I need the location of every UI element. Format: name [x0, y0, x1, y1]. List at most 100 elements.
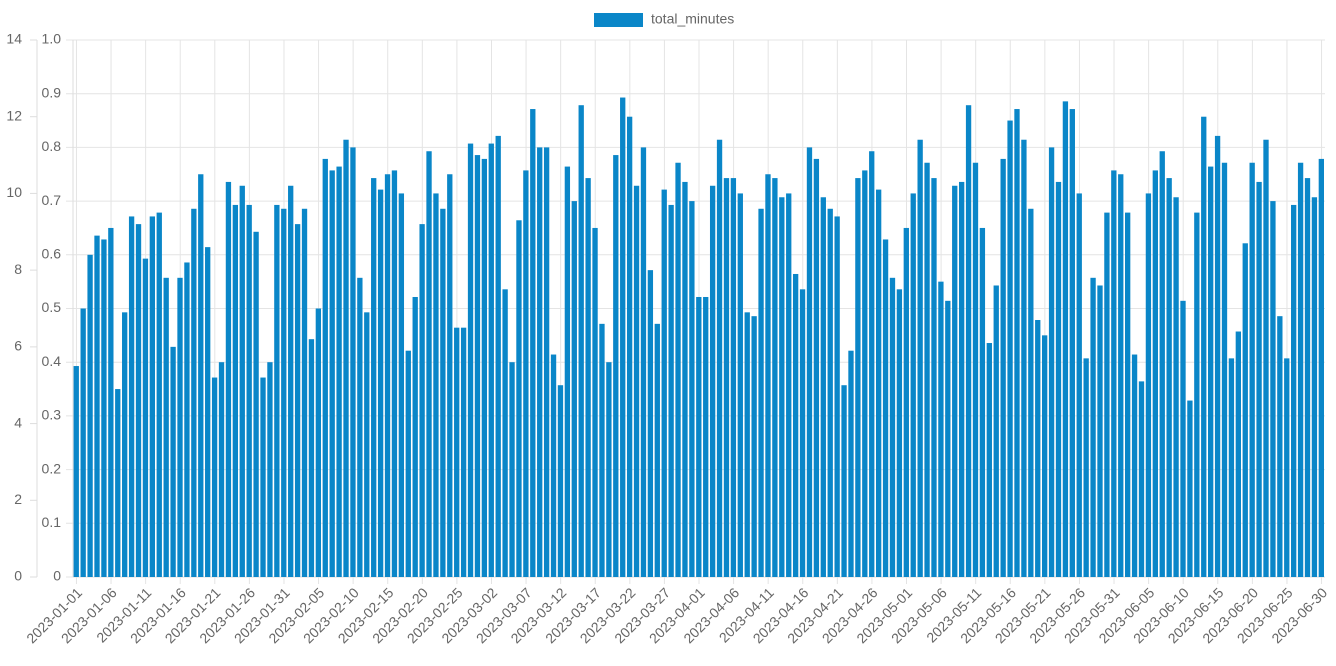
bar — [772, 178, 778, 578]
bar — [211, 377, 218, 577]
bar — [585, 178, 591, 578]
bar — [972, 162, 979, 577]
bar — [495, 135, 501, 577]
bar — [239, 185, 245, 577]
bar — [841, 385, 847, 577]
bar — [1221, 162, 1228, 577]
y2-tick-label: 0.3 — [42, 407, 62, 423]
bar — [198, 174, 204, 577]
bar — [786, 193, 792, 577]
bar — [135, 224, 142, 577]
bar — [149, 216, 156, 577]
bar — [447, 174, 453, 577]
bar — [675, 162, 681, 577]
bar — [1035, 320, 1041, 577]
bar — [806, 147, 813, 577]
bar — [703, 296, 709, 577]
bar — [986, 343, 992, 577]
bar — [205, 247, 211, 577]
bar — [336, 166, 342, 578]
bar — [301, 208, 308, 577]
bar — [398, 193, 405, 577]
y2-tick-label: 0.5 — [42, 299, 62, 315]
bar — [820, 197, 826, 577]
bar — [1311, 197, 1318, 577]
bar — [467, 143, 474, 578]
bar — [350, 147, 356, 577]
bar — [454, 327, 460, 577]
bar — [460, 327, 467, 577]
bar — [177, 277, 183, 577]
bar — [1111, 170, 1117, 577]
bar — [294, 224, 301, 577]
bar — [1304, 178, 1311, 578]
bar — [232, 204, 239, 577]
bar — [889, 277, 896, 577]
bar — [142, 258, 149, 577]
bar — [101, 239, 107, 577]
bar — [1166, 178, 1172, 578]
bar — [523, 170, 529, 577]
y-tick-label: 14 — [6, 31, 22, 47]
bar — [751, 316, 757, 577]
bar — [163, 277, 169, 577]
bar — [371, 178, 377, 578]
bar — [260, 377, 266, 577]
legend-swatch — [594, 13, 643, 27]
bar — [557, 385, 564, 577]
y2-tick-label: 0.7 — [42, 192, 62, 208]
bar — [218, 362, 225, 577]
bar — [488, 143, 494, 578]
y-tick-label: 8 — [14, 261, 22, 277]
bar — [1208, 166, 1214, 578]
bar — [716, 139, 723, 577]
y-tick-label: 4 — [14, 414, 22, 430]
bar — [343, 139, 349, 577]
bar — [364, 312, 370, 577]
bar — [1104, 212, 1110, 577]
bar — [633, 185, 640, 577]
bar — [910, 193, 916, 577]
y2-tick-label: 0.4 — [42, 353, 62, 369]
bar — [779, 197, 785, 577]
bar — [308, 339, 315, 577]
y2-tick-label: 0 — [53, 568, 61, 584]
bar — [689, 201, 695, 577]
bar — [1041, 335, 1048, 577]
bar — [1048, 147, 1055, 577]
bar — [965, 105, 972, 577]
bar — [834, 216, 840, 577]
legend-label: total_minutes — [651, 11, 734, 27]
bar — [620, 97, 626, 578]
bar — [530, 109, 536, 578]
bar — [917, 139, 923, 577]
bar — [682, 181, 688, 577]
bar — [758, 208, 764, 577]
bar — [709, 185, 716, 577]
bar — [696, 296, 702, 577]
bar — [1021, 139, 1027, 577]
bar — [322, 158, 328, 577]
bar — [737, 193, 743, 577]
bar — [1194, 212, 1200, 577]
bar — [1284, 358, 1290, 577]
bar — [1014, 109, 1020, 578]
bar — [1242, 243, 1248, 578]
bar — [1145, 193, 1152, 577]
bar — [1270, 201, 1276, 577]
bar — [1214, 135, 1221, 577]
bar — [94, 235, 100, 577]
bar — [875, 189, 882, 578]
bar — [1201, 116, 1207, 577]
bar — [1062, 101, 1069, 577]
bar — [1187, 400, 1193, 577]
bar — [799, 289, 806, 577]
bar — [654, 323, 660, 577]
bar — [1138, 381, 1145, 577]
bar — [1263, 139, 1269, 577]
bar — [253, 231, 259, 578]
bar — [827, 208, 833, 577]
bar — [869, 151, 875, 577]
y2-tick-label: 0.9 — [42, 84, 62, 100]
